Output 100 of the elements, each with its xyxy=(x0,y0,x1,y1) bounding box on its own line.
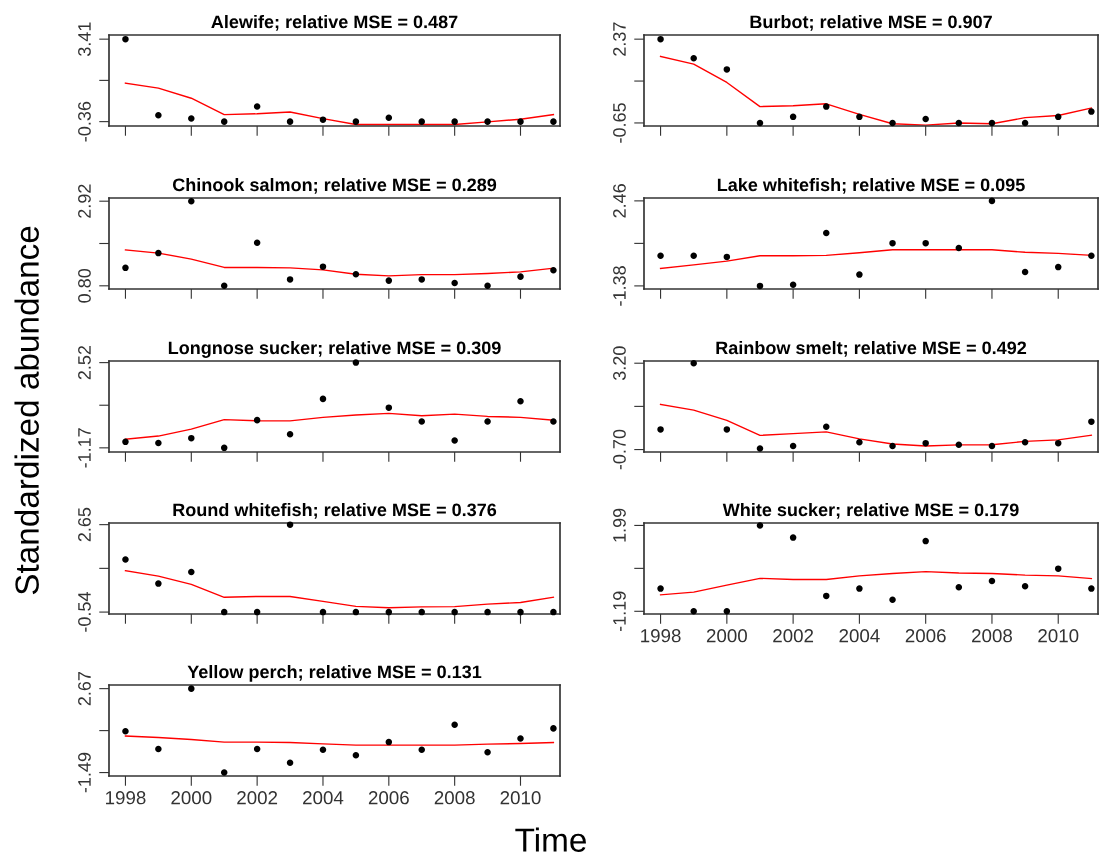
point xyxy=(1088,418,1095,425)
point xyxy=(955,441,963,448)
point xyxy=(188,568,195,576)
point xyxy=(517,608,524,616)
point xyxy=(253,745,261,753)
point xyxy=(385,404,393,411)
point xyxy=(856,439,863,446)
point xyxy=(155,580,162,587)
point xyxy=(517,118,524,125)
point xyxy=(319,263,327,270)
point xyxy=(484,282,491,290)
point xyxy=(723,608,731,615)
y-tick-label: 1.99 xyxy=(613,508,626,542)
point xyxy=(889,442,896,450)
point xyxy=(723,426,731,433)
point xyxy=(789,534,797,541)
x-tick-label: 2002 xyxy=(237,791,278,805)
point xyxy=(955,584,963,591)
y-tick-label: -1.19 xyxy=(613,591,626,632)
y-tick-label: -0.54 xyxy=(78,592,91,632)
point xyxy=(451,118,458,125)
point xyxy=(286,276,294,283)
y-tick-label: 2.46 xyxy=(613,184,626,218)
point xyxy=(657,35,664,43)
x-tick-label: 2004 xyxy=(839,629,880,643)
point xyxy=(484,748,491,756)
point xyxy=(220,282,228,290)
point xyxy=(418,746,425,754)
line-series xyxy=(124,82,555,126)
point xyxy=(856,585,863,592)
point xyxy=(889,239,896,247)
point xyxy=(253,608,261,616)
x-tick-label: 2010 xyxy=(1038,629,1079,643)
point xyxy=(889,119,896,127)
point xyxy=(690,359,697,367)
point xyxy=(789,442,797,450)
point xyxy=(352,608,360,616)
point xyxy=(550,418,557,425)
chart-title: Lake whitefish; relative MSE = 0.095 xyxy=(717,177,1025,194)
point xyxy=(1088,585,1095,592)
chart-title: White sucker; relative MSE = 0.179 xyxy=(722,502,1019,519)
chart-title: Alewife; relative MSE = 0.487 xyxy=(211,14,458,31)
point xyxy=(319,395,327,403)
chart-title: Chinook salmon; relative MSE = 0.289 xyxy=(172,177,497,194)
point xyxy=(889,596,896,603)
point xyxy=(823,229,830,237)
point xyxy=(220,444,228,452)
point xyxy=(188,685,195,692)
x-tick-label: 2000 xyxy=(171,791,212,805)
point xyxy=(955,244,963,252)
point xyxy=(550,266,557,274)
point xyxy=(385,738,393,746)
point xyxy=(286,521,294,528)
chart-title: Yellow perch; relative MSE = 0.131 xyxy=(187,664,482,682)
point xyxy=(352,118,360,125)
point xyxy=(988,197,996,205)
y-tick-label: 2.67 xyxy=(78,671,91,706)
y-tick-label: 2.52 xyxy=(78,345,91,380)
point xyxy=(690,252,697,260)
point xyxy=(188,434,195,442)
point xyxy=(723,66,731,73)
point xyxy=(756,119,764,127)
point xyxy=(155,439,162,447)
point xyxy=(517,273,524,280)
point xyxy=(856,271,863,278)
point xyxy=(319,746,327,754)
y-tick-label: -1.38 xyxy=(613,266,626,306)
point xyxy=(155,745,162,753)
y-tick-label: 3.20 xyxy=(613,346,626,381)
point xyxy=(220,769,228,776)
point xyxy=(723,253,731,261)
point xyxy=(517,735,524,742)
y-tick-label: 0.80 xyxy=(78,268,91,303)
point xyxy=(418,276,425,283)
point xyxy=(418,608,425,616)
x-tick-label: 1998 xyxy=(106,791,146,805)
point xyxy=(988,442,996,450)
point xyxy=(385,277,393,284)
point xyxy=(550,608,557,616)
point xyxy=(922,115,929,123)
y-tick-label: 3.41 xyxy=(78,22,91,57)
point xyxy=(484,608,491,616)
point xyxy=(550,725,557,732)
point xyxy=(122,35,129,43)
point xyxy=(319,608,327,616)
point xyxy=(657,426,664,433)
point xyxy=(188,197,195,205)
point xyxy=(955,119,963,127)
chart-title: Rainbow smelt; relative MSE = 0.492 xyxy=(716,340,1027,357)
point xyxy=(922,239,929,247)
point xyxy=(319,116,327,123)
point xyxy=(823,103,830,110)
chart-title: Longnose sucker; relative MSE = 0.309 xyxy=(168,340,501,358)
point xyxy=(286,430,294,438)
point xyxy=(1088,108,1095,115)
point xyxy=(451,279,458,287)
x-tick-label: 2006 xyxy=(368,791,409,805)
point xyxy=(253,103,261,110)
point xyxy=(122,438,129,446)
x-tick-label: 1998 xyxy=(641,629,681,643)
